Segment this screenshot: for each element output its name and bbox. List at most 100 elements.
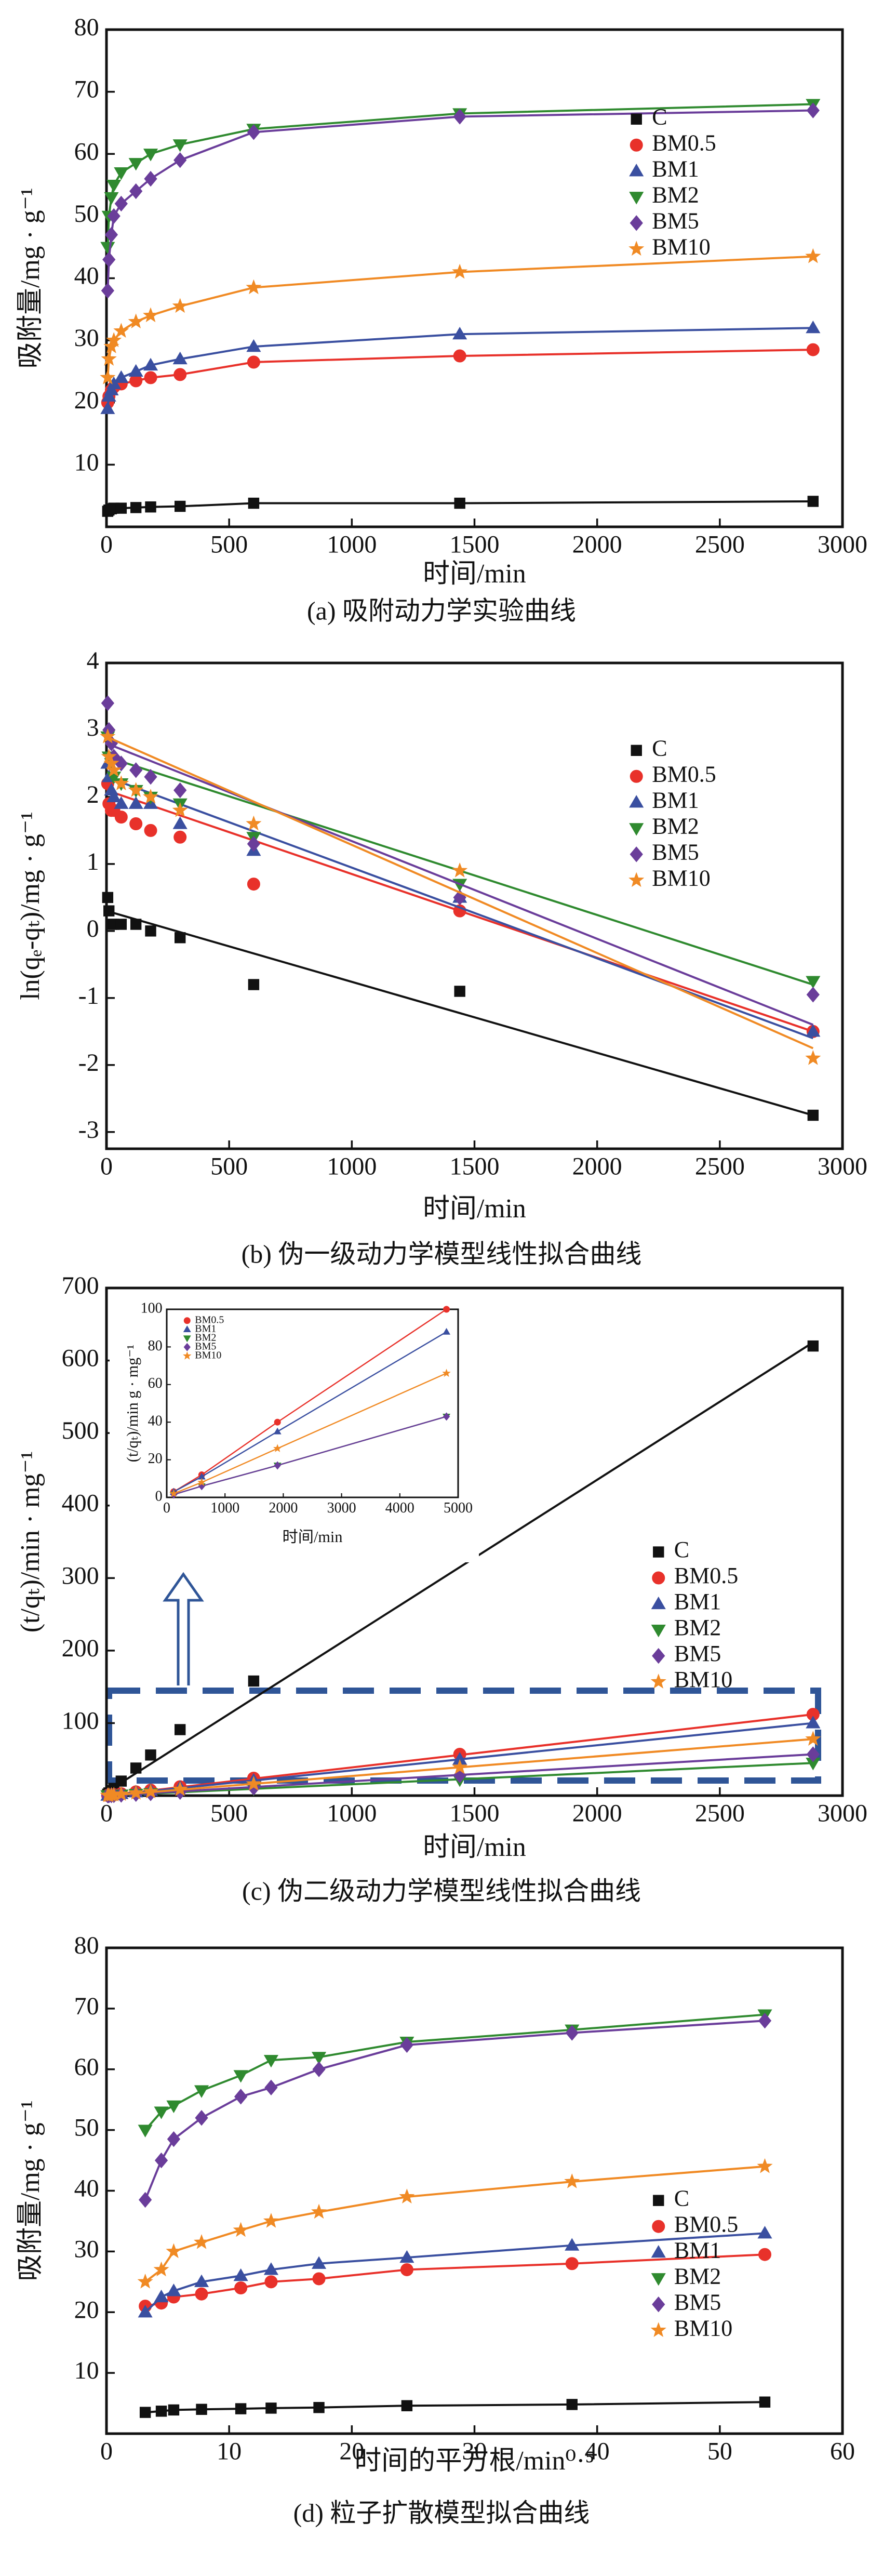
x-axis-label: 时间/min: [283, 1528, 343, 1546]
series-line: [145, 2401, 765, 2414]
x-tick-label: 1500: [450, 1152, 500, 1180]
marker: [629, 795, 644, 808]
marker: [651, 1624, 666, 1638]
legend-label: BM1: [652, 156, 699, 181]
legend-label: BM10: [674, 2315, 732, 2341]
marker: [401, 2400, 413, 2411]
legend-label: BM0.5: [195, 1314, 224, 1325]
marker: [311, 2256, 327, 2269]
x-tick-label: 2000: [572, 1799, 622, 1827]
marker: [246, 339, 261, 352]
marker: [100, 242, 115, 255]
marker: [143, 149, 158, 162]
marker: [630, 215, 643, 231]
legend-label: BM10: [674, 1667, 732, 1692]
x-tick-label: 1000: [327, 1799, 377, 1827]
marker: [144, 824, 157, 837]
marker: [101, 748, 117, 764]
marker: [113, 775, 129, 790]
marker: [650, 2322, 666, 2338]
marker: [128, 796, 143, 809]
series-line: [144, 2165, 765, 2283]
marker: [183, 1351, 192, 1360]
legend-label: BM2: [674, 2263, 721, 2289]
zoom-arrow: [163, 1572, 204, 1685]
y-tick-label: 30: [74, 324, 99, 352]
marker: [172, 1781, 188, 1796]
marker: [234, 2281, 248, 2294]
marker: [629, 164, 644, 177]
marker: [169, 1489, 178, 1497]
marker: [313, 2402, 325, 2413]
marker: [183, 1317, 191, 1324]
marker: [311, 2203, 327, 2219]
x-tick-label: 60: [830, 2437, 855, 2465]
marker: [452, 1759, 468, 1774]
x-axis-label: 时间的平方根/min⁰·⁵: [354, 2446, 594, 2476]
marker: [113, 323, 129, 338]
marker: [196, 2404, 207, 2415]
marker: [173, 152, 187, 168]
legend-label: BM2: [674, 1615, 721, 1640]
legend-label: BM2: [195, 1332, 216, 1343]
x-tick-label: 20: [339, 2437, 364, 2465]
marker: [106, 179, 122, 193]
marker: [154, 2106, 169, 2119]
marker: [247, 836, 261, 852]
y-tick-label: 40: [148, 1413, 163, 1429]
marker: [129, 762, 143, 778]
legend-label: BM5: [195, 1340, 216, 1352]
marker: [172, 351, 188, 365]
marker: [565, 2238, 580, 2251]
marker: [652, 1648, 665, 1664]
marker: [142, 1783, 159, 1799]
marker: [564, 2173, 580, 2188]
marker: [264, 2079, 278, 2095]
x-tick-label: 500: [210, 1799, 248, 1827]
x-tick-label: 2500: [695, 1799, 745, 1827]
y-tick-label: 60: [74, 2053, 99, 2081]
x-tick-label: 0: [100, 530, 113, 558]
marker: [173, 782, 187, 799]
series-line: [145, 2253, 765, 2307]
marker: [312, 2272, 326, 2286]
x-tick-label: 0: [100, 2437, 113, 2465]
marker: [167, 2131, 181, 2147]
y-tick-label: -3: [78, 1116, 99, 1144]
marker: [195, 2287, 208, 2301]
x-tick-label: 1000: [327, 1152, 377, 1180]
marker: [145, 1749, 156, 1761]
y-tick-label: 40: [74, 262, 99, 290]
marker: [154, 2289, 169, 2303]
marker: [650, 1674, 666, 1689]
y-tick-label: 50: [74, 2114, 99, 2142]
marker: [138, 2124, 153, 2137]
legend-label: BM1: [674, 2237, 721, 2263]
legend-label: BM10: [195, 1349, 221, 1361]
legend-label: BM5: [652, 839, 699, 865]
fit-line: [106, 776, 814, 1040]
marker: [128, 782, 144, 797]
marker: [806, 976, 821, 989]
marker: [100, 728, 116, 743]
y-tick-label: 400: [62, 1490, 99, 1517]
marker: [233, 2268, 248, 2281]
fit-line: [106, 736, 814, 1050]
marker: [273, 1427, 282, 1435]
marker: [274, 1461, 281, 1470]
x-tick-label: 2000: [572, 530, 622, 558]
marker: [630, 138, 643, 152]
marker: [195, 2110, 208, 2126]
plot-frame: [166, 1308, 459, 1498]
marker: [312, 2061, 326, 2077]
marker: [143, 357, 158, 371]
x-tick-label: 1000: [327, 530, 377, 558]
x-tick-label: 2000: [572, 1152, 622, 1180]
y-tick-label: 4: [87, 647, 99, 674]
marker: [144, 769, 157, 785]
zoom-box: [106, 1688, 821, 1784]
series-line: [173, 1309, 447, 1493]
marker: [629, 192, 644, 205]
marker: [453, 349, 466, 363]
